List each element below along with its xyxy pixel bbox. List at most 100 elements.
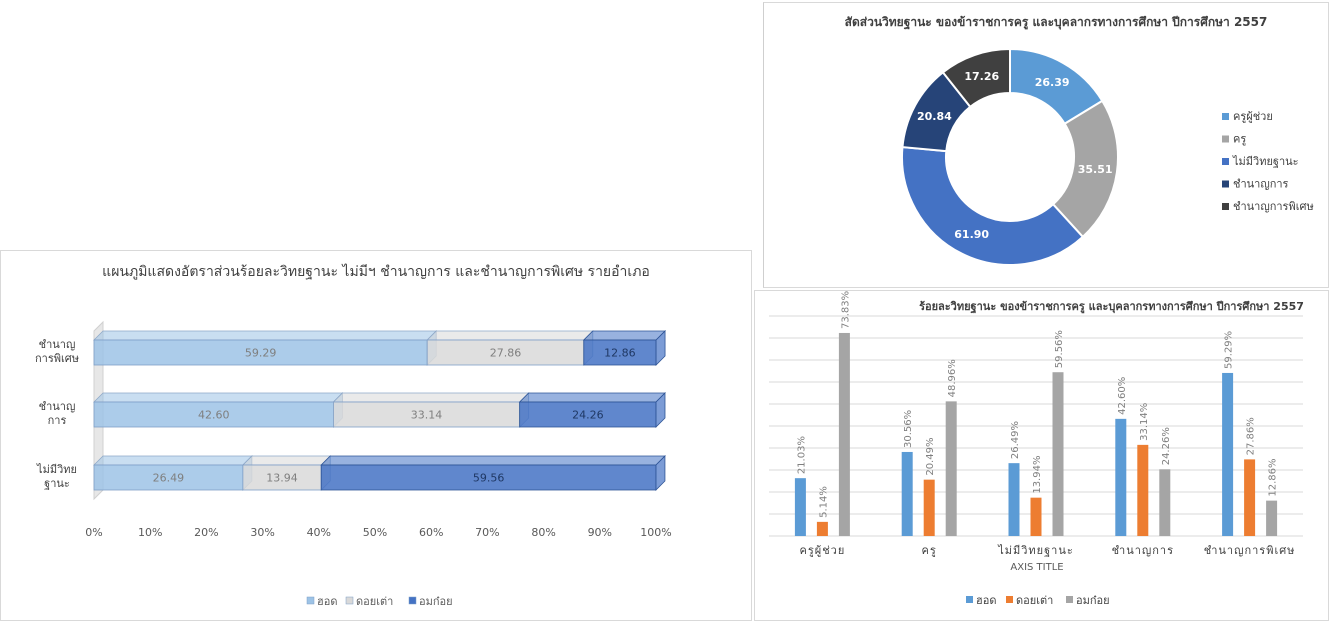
x-category-label: ครูผู้ช่วย [799,544,845,557]
doughnut-data-label: 26.39 [1035,76,1070,89]
stacked-bar-chart-panel[interactable]: แผนภูมิแสดงอัตราส่วนร้อยละวิทยฐานะ ไม่มี… [0,250,752,621]
bar-data-label: 59.56 [473,472,505,485]
legend-label: อมก๋อย [1076,594,1110,607]
x-axis-title: AXIS TITLE [1010,562,1063,573]
bar-data-label: 27.86 [490,347,522,360]
doughnut-data-label: 20.84 [917,110,952,123]
column-data-label: 21.03% [796,436,807,474]
column-bar [1222,372,1234,536]
x-category-label: ครู [922,544,937,557]
legend-label: ไม่มีวิทยฐานะ [1232,155,1299,168]
bar-segment [518,392,666,428]
stacked-bar-chart-title: แผนภูมิแสดงอัตราส่วนร้อยละวิทยฐานะ ไม่มี… [102,264,650,280]
category-label: ชำนาญการพิเศษ [35,338,79,365]
doughnut-data-label: 17.26 [964,70,999,83]
legend-swatch [1006,596,1013,603]
column-data-label: 13.94% [1032,456,1043,494]
column-data-label: 73.83% [840,291,851,329]
legend-label: ฮอด [976,594,996,607]
column-data-label: 42.60% [1117,377,1128,415]
legend-label: ครูผู้ช่วย [1233,110,1273,123]
bar-data-label: 12.86 [604,347,636,360]
column-bar [1159,469,1171,536]
x-category-label: ไม่มีวิทยฐานะ [997,544,1074,557]
x-tick-label: 10% [138,526,162,539]
column-bar [1008,463,1020,536]
x-tick-label: 90% [588,526,612,539]
legend-swatch [1222,135,1229,143]
column-data-label: 59.56% [1054,330,1065,368]
doughnut-chart-panel[interactable]: สัดส่วนวิทยฐานะ ของข้าราชการครู และบุคลา… [763,2,1329,288]
legend-label: ฮอด [317,595,337,608]
column-bar [816,521,828,536]
x-tick-label: 0% [85,526,102,539]
category-label: ชำนาญการ [39,400,76,427]
column-bar [901,451,913,536]
bar-data-label: 26.49 [153,472,185,485]
column-bar [794,478,806,536]
legend-label: อมก๋อย [419,595,453,608]
bar-data-label: 33.14 [411,409,443,422]
x-tick-label: 30% [250,526,274,539]
category-label: ไม่มีวิทยฐานะ [36,463,77,490]
column-chart-svg: 21.03% 5.14% 73.83% ครูผู้ช่วย 30.56% 20.49% 4… [769,291,1303,607]
column-data-label: 30.56% [903,410,914,448]
column-data-label: 26.49% [1010,421,1021,459]
legend-swatch [1222,203,1229,210]
x-category-label: ชำนาญการพิเศษ [1204,544,1296,557]
column-chart-panel[interactable]: ร้อยละวิทยฐานะ ของข้าราชการครู และบุคลาก… [754,290,1329,621]
column-data-label: 59.29% [1224,331,1235,369]
x-tick-label: 40% [307,526,331,539]
column-bar [1137,444,1149,536]
legend-swatch [1222,113,1229,120]
legend-label: ดอยเต่า [356,595,393,608]
column-chart-title: ร้อยละวิทยฐานะ ของข้าราชการครู และบุคลาก… [919,300,1304,313]
column-data-label: 33.14% [1139,403,1150,441]
legend-label: ชำนาญการพิเศษ [1233,200,1314,213]
column-data-label: 48.96% [947,359,958,397]
column-bar [1052,372,1064,536]
bar-segment [320,455,666,491]
column-data-label: 24.26% [1161,427,1172,465]
bar-data-label: 59.29 [245,347,277,360]
x-tick-label: 50% [363,526,387,539]
doughnut-slice [901,145,1085,266]
doughnut-slice [941,47,1011,109]
column-bar [1115,418,1127,536]
column-data-label: 27.86% [1246,417,1257,455]
doughnut-data-label: 35.51 [1078,163,1113,176]
legend-label: ชำนาญการ [1233,178,1289,191]
bar-data-label: 24.26 [572,409,604,422]
x-tick-label: 100% [640,526,671,539]
bar-data-label: 42.60 [198,409,230,422]
legend-swatch [1066,596,1073,603]
column-data-label: 12.86% [1268,458,1279,496]
x-tick-label: 70% [475,526,499,539]
x-tick-label: 80% [531,526,555,539]
x-tick-label: 20% [194,526,218,539]
column-bar [1030,497,1042,536]
legend-swatch [306,596,315,605]
x-category-label: ชำนาญการ [1112,544,1174,557]
column-bar [923,479,935,536]
doughnut-chart-title: สัดส่วนวิทยฐานะ ของข้าราชการครู และบุคลา… [844,15,1268,29]
bar-segment [582,330,667,366]
column-bar [945,401,957,536]
legend-swatch [408,596,417,605]
column-bar [838,332,850,536]
legend-label: ดอยเต่า [1016,594,1053,607]
column-data-label: 5.14% [818,486,829,518]
x-tick-label: 60% [419,526,443,539]
column-bar [1266,500,1278,536]
legend-swatch [966,596,973,603]
legend-swatch [345,596,354,605]
doughnut-chart-svg: 26.39 35.51 61.90 20.84 17.26 ครูผู้ช่วยครูไม… [901,47,1314,266]
legend-swatch [1222,158,1229,165]
legend-label: ครู [1233,133,1246,146]
bar-data-label: 13.94 [266,472,298,485]
legend-swatch [1222,180,1229,188]
doughnut-data-label: 61.90 [954,228,989,241]
stacked-bar-chart-svg: 0% 10% 20% 30% 40% 50% 60% 70% 80% 90% 100% ชำนาญกา… [35,320,672,608]
column-bar [1244,459,1256,536]
column-data-label: 20.49% [925,438,936,476]
